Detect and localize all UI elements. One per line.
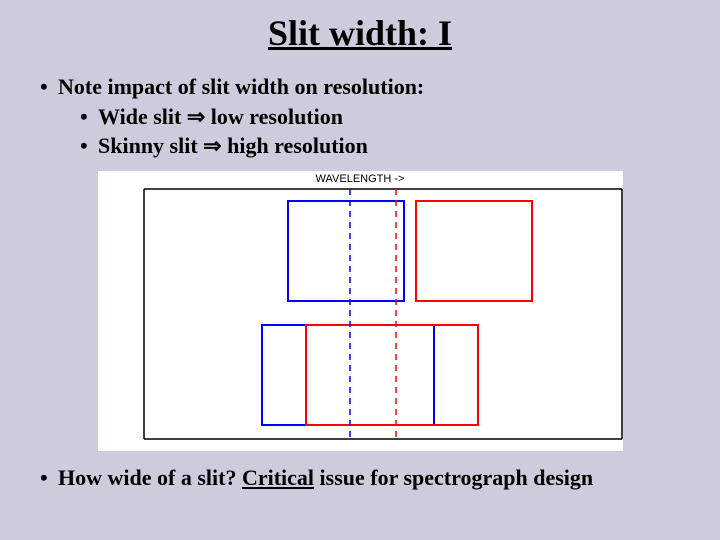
bullet-list-2: •How wide of a slit? Critical issue for … bbox=[30, 463, 690, 493]
diagram-svg bbox=[98, 171, 623, 451]
bullet-3: •How wide of a slit? Critical issue for … bbox=[40, 463, 690, 493]
bullet-1: •Note impact of slit width on resolution… bbox=[40, 72, 690, 102]
slide-title: Slit width: I bbox=[30, 12, 690, 54]
bullet-dot-icon: • bbox=[40, 72, 58, 102]
bullet-list: •Note impact of slit width on resolution… bbox=[30, 72, 690, 161]
bullet-2a: •Wide slit ⇒ low resolution bbox=[80, 102, 690, 132]
bullet-dot-icon: • bbox=[80, 131, 98, 161]
bullet-dot-icon: • bbox=[80, 102, 98, 132]
diagram: WAVELENGTH -> bbox=[98, 171, 623, 451]
arrow-icon: ⇒ bbox=[187, 104, 205, 129]
bullet-dot-icon: • bbox=[40, 463, 58, 493]
critical-word: Critical bbox=[242, 465, 314, 490]
arrow-icon: ⇒ bbox=[203, 133, 221, 158]
axis-label: WAVELENGTH -> bbox=[316, 173, 405, 185]
bullet-2b: •Skinny slit ⇒ high resolution bbox=[80, 131, 690, 161]
slide: Slit width: I •Note impact of slit width… bbox=[0, 0, 720, 540]
